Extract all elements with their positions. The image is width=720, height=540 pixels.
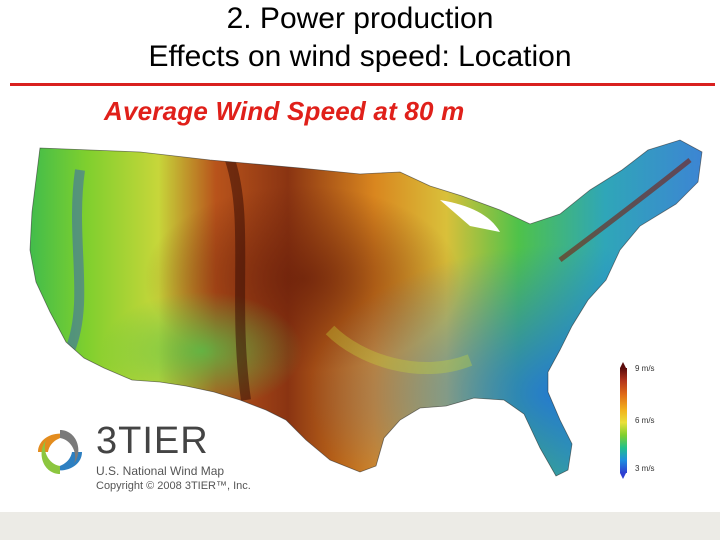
brand-subtitle: U.S. National Wind Map [96, 464, 225, 478]
legend-arrow-down-icon [620, 473, 626, 479]
legend-color-bar [620, 368, 627, 473]
slide-title-line-1: 2. Power production [226, 2, 494, 35]
3tier-swirl-logo-icon [38, 430, 82, 474]
brand-name: 3TIER [96, 420, 209, 462]
brand-copyright: Copyright © 2008 3TIER™, Inc. [96, 480, 251, 492]
footer-band [0, 512, 720, 540]
brand-block: 3TIER U.S. National Wind Map Copyright ©… [30, 420, 290, 495]
slide-title-line-2: Effects on wind speed: Location [148, 40, 572, 73]
us-wind-map [29, 139, 703, 477]
great-lakes-shape [440, 200, 500, 232]
legend-arrow-up-icon [620, 362, 626, 368]
legend-label-mid: 6 m/s [635, 416, 655, 425]
title-underline-rule [10, 83, 715, 86]
map-title: Average Wind Speed at 80 m [104, 96, 465, 126]
slide-title: 2. Power production Effects on wind spee… [0, 0, 720, 76]
us-outline [29, 139, 703, 477]
wind-speed-legend: 9 m/s 6 m/s 3 m/s [617, 360, 687, 480]
legend-label-low: 3 m/s [635, 464, 655, 473]
legend-label-high: 9 m/s [635, 364, 655, 373]
